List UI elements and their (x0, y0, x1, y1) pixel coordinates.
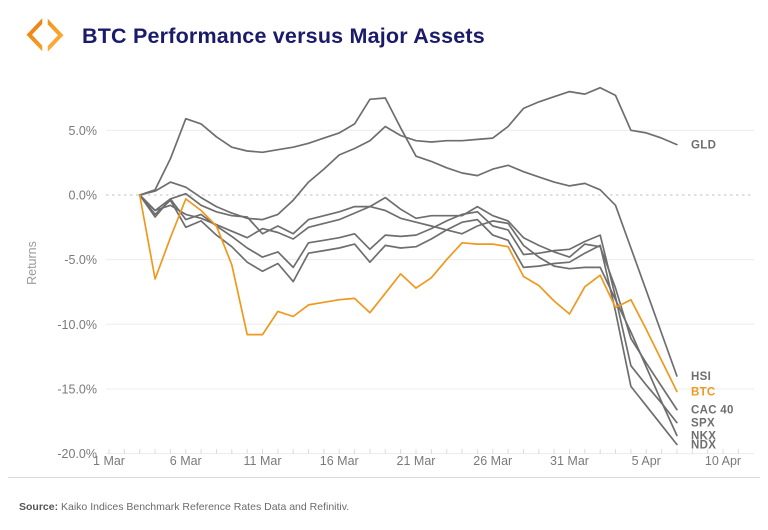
series-label-spx: SPX (691, 418, 715, 430)
x-tick-label: 5 Apr (632, 454, 661, 468)
x-tick-label: 21 Mar (397, 454, 436, 468)
source-note: Source: Kaiko Indices Benchmark Referenc… (19, 501, 349, 513)
series-label-gld: GLD (691, 140, 716, 152)
series-line-gld (138, 86, 678, 221)
series-line-cac-40 (138, 192, 678, 411)
x-tick-label: 6 Mar (170, 454, 202, 468)
x-tick-label: 11 Mar (244, 454, 282, 468)
series-label-hsi: HSI (691, 371, 711, 383)
gridlines (106, 129, 754, 455)
series-label-cac-40: CAC 40 (691, 405, 734, 417)
series-label-nkx: NKX (691, 431, 716, 443)
y-tick-label: 0.0% (69, 189, 98, 203)
y-tick-label: -20.0% (57, 447, 97, 461)
series-line-spx (138, 194, 678, 424)
x-tick-label: 26 Mar (473, 454, 512, 468)
y-tick-label: -10.0% (57, 318, 97, 332)
series-line-hsi (138, 97, 678, 377)
y-tick-label: 5.0% (69, 124, 98, 138)
x-tick-label: 1 Mar (93, 454, 125, 468)
y-axis-title: Returns (25, 241, 39, 285)
axis-labels: 5.0% 0.0% -5.0% -10.0% -15.0% -20.0%1 Mar 6 Ma… (8, 124, 760, 478)
series-label-btc: BTC (691, 387, 716, 399)
series-lines (138, 86, 678, 446)
series-line-btc (138, 194, 678, 393)
y-tick-label: -5.0% (64, 253, 97, 267)
x-tick-label: 10 Apr (705, 454, 741, 468)
series-line-nkx (138, 194, 678, 437)
series-line-ndx (138, 194, 678, 446)
y-tick-label: -15.0% (57, 382, 97, 396)
x-tick-label: 16 Mar (320, 454, 359, 468)
source-text: Kaiko Indices Benchmark Reference Rates … (58, 501, 350, 513)
x-tick-label: 31 Mar (550, 454, 589, 468)
source-label: Source: (19, 501, 59, 513)
kaiko-logo-icon (26, 18, 64, 52)
page-title: BTC Performance versus Major Assets (82, 24, 485, 48)
series-label-ndx: NDX (691, 440, 716, 452)
